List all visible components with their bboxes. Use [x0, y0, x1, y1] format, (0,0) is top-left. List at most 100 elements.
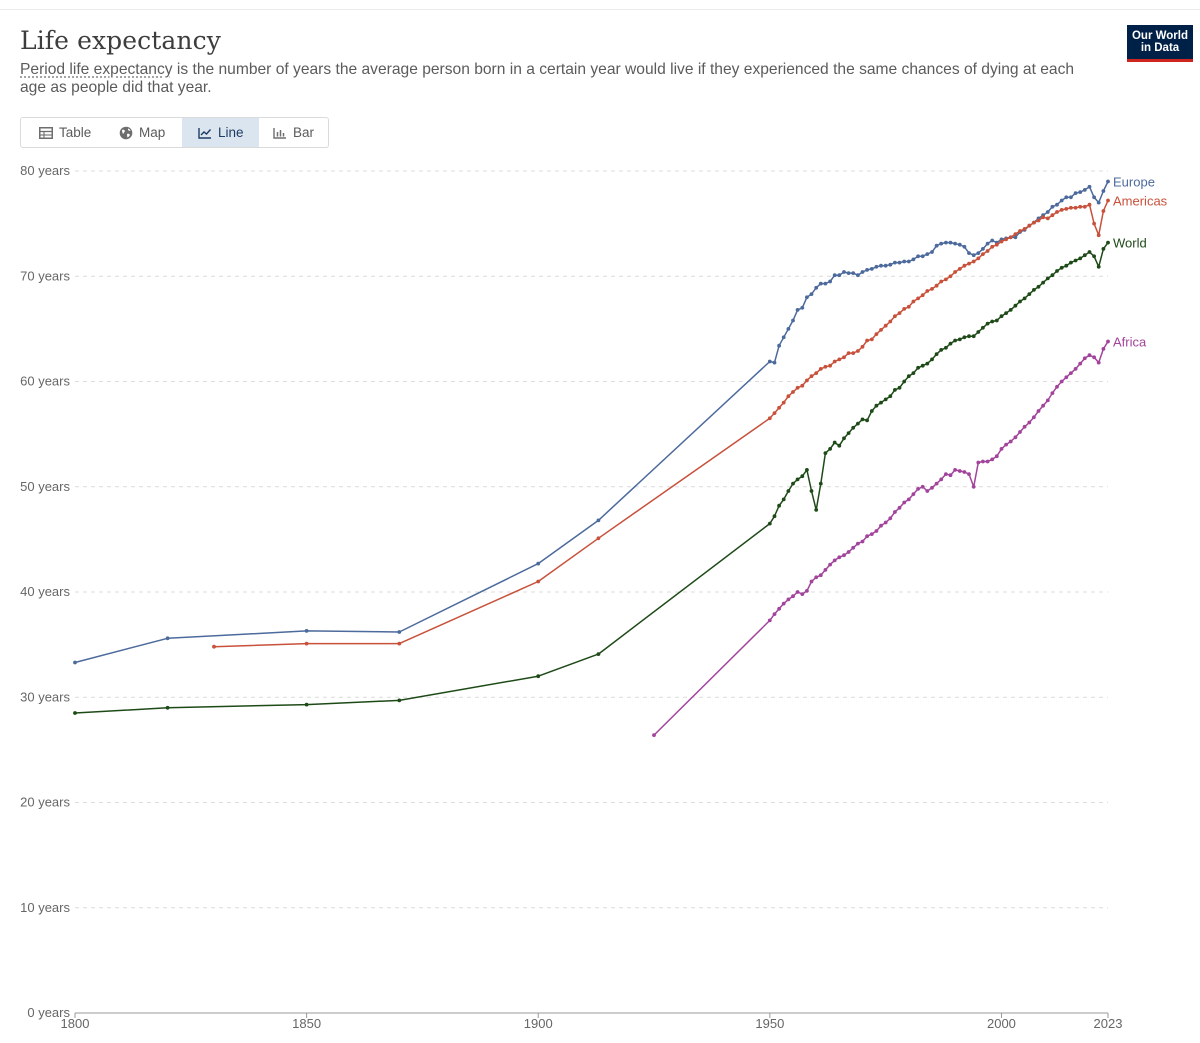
data-point-africa	[874, 529, 879, 533]
data-point-world	[791, 481, 795, 486]
data-point-americas	[781, 400, 786, 405]
y-tick-label: 50 years	[20, 479, 70, 494]
data-point-world	[920, 363, 925, 368]
tab-table[interactable]: Table	[21, 118, 107, 147]
data-point-world	[934, 352, 939, 356]
data-point-africa	[930, 485, 934, 490]
data-point-americas	[883, 323, 888, 328]
series-line-world	[74, 242, 1109, 714]
series-label-world: World	[1113, 236, 1147, 251]
data-point-africa	[1106, 339, 1110, 344]
data-point-world	[906, 374, 911, 379]
data-point-africa	[1101, 347, 1106, 351]
series-line-americas	[213, 200, 1109, 648]
data-point-americas	[842, 355, 846, 360]
data-point-americas	[1045, 216, 1050, 221]
data-point-world	[786, 489, 791, 493]
data-point-world	[795, 477, 800, 482]
tab-map[interactable]: Map	[107, 118, 182, 147]
data-point-world	[944, 345, 948, 350]
data-point-americas	[823, 364, 828, 369]
data-point-world	[874, 403, 879, 408]
data-point-world	[856, 421, 860, 426]
x-tick-label: 1850	[292, 1016, 321, 1031]
data-point-world	[536, 674, 541, 679]
data-point-world	[1041, 280, 1045, 285]
data-point-europe	[800, 305, 805, 310]
data-point-americas	[962, 263, 967, 268]
data-point-americas	[1078, 204, 1083, 209]
data-point-world	[981, 325, 985, 330]
data-point-world	[994, 318, 999, 323]
tab-table-label: Table	[59, 125, 92, 140]
data-point-europe	[846, 271, 851, 275]
period-life-expectancy-link[interactable]: Period life expectancy	[20, 61, 173, 78]
data-point-africa	[1059, 379, 1064, 384]
data-point-africa	[1055, 384, 1059, 389]
data-point-americas	[1022, 227, 1027, 231]
data-point-world	[846, 431, 851, 435]
data-point-europe	[911, 257, 916, 262]
data-point-africa	[823, 568, 828, 572]
data-point-world	[902, 379, 907, 384]
data-point-europe	[957, 242, 962, 247]
tab-map-label: Map	[139, 125, 166, 140]
data-point-europe	[828, 279, 832, 284]
data-point-africa	[795, 590, 800, 594]
data-point-world	[911, 371, 916, 375]
data-point-world	[800, 474, 805, 479]
data-point-americas	[1059, 208, 1064, 212]
data-point-world	[1082, 253, 1087, 258]
data-point-africa	[856, 541, 860, 546]
series-line-europe	[74, 181, 1109, 664]
table-icon	[39, 126, 53, 139]
data-point-europe	[1013, 235, 1018, 240]
data-point-americas	[1036, 218, 1041, 223]
data-point-europe	[865, 268, 869, 272]
data-point-europe	[1082, 188, 1087, 192]
data-point-world	[967, 334, 971, 339]
data-point-americas	[948, 274, 953, 279]
data-point-americas	[212, 644, 216, 649]
data-point-africa	[985, 459, 990, 464]
data-point-world	[165, 705, 170, 710]
data-point-world	[1013, 303, 1018, 308]
data-point-americas	[1082, 204, 1087, 209]
tab-bar[interactable]: Bar	[259, 118, 328, 147]
data-point-europe	[916, 254, 920, 259]
data-point-world	[596, 652, 601, 656]
data-point-europe	[897, 260, 902, 265]
data-point-europe	[851, 271, 856, 275]
data-point-americas	[888, 319, 893, 324]
data-point-europe	[1092, 195, 1096, 200]
page-title: Life expectancy	[20, 26, 221, 55]
data-point-africa	[906, 497, 911, 502]
data-point-americas	[860, 344, 865, 349]
data-point-africa	[962, 470, 967, 474]
data-point-world	[860, 417, 865, 422]
data-point-europe	[856, 273, 860, 278]
view-tabs: Table Map Line Bar	[20, 117, 329, 148]
y-tick-label: 80 years	[20, 163, 70, 178]
owid-logo[interactable]: Our World in Data	[1127, 25, 1193, 62]
data-point-world	[814, 508, 819, 512]
chart-subtitle: Period life expectancy is the number of …	[20, 61, 1100, 97]
data-point-world	[1073, 258, 1078, 263]
data-point-africa	[1004, 442, 1008, 447]
tab-line[interactable]: Line	[182, 118, 259, 147]
y-tick-label: 60 years	[20, 374, 70, 389]
y-tick-label: 40 years	[20, 584, 70, 599]
data-point-europe	[860, 270, 865, 274]
data-point-africa	[897, 505, 902, 510]
data-point-africa	[971, 484, 976, 489]
data-point-americas	[869, 337, 874, 342]
data-point-americas	[916, 296, 920, 301]
data-point-europe	[818, 281, 823, 286]
data-point-africa	[1041, 403, 1045, 408]
data-point-americas	[791, 390, 795, 394]
data-point-europe	[805, 295, 809, 300]
data-point-americas	[800, 383, 805, 388]
data-point-europe	[967, 251, 971, 256]
data-point-africa	[652, 733, 656, 737]
data-point-americas	[818, 367, 823, 371]
